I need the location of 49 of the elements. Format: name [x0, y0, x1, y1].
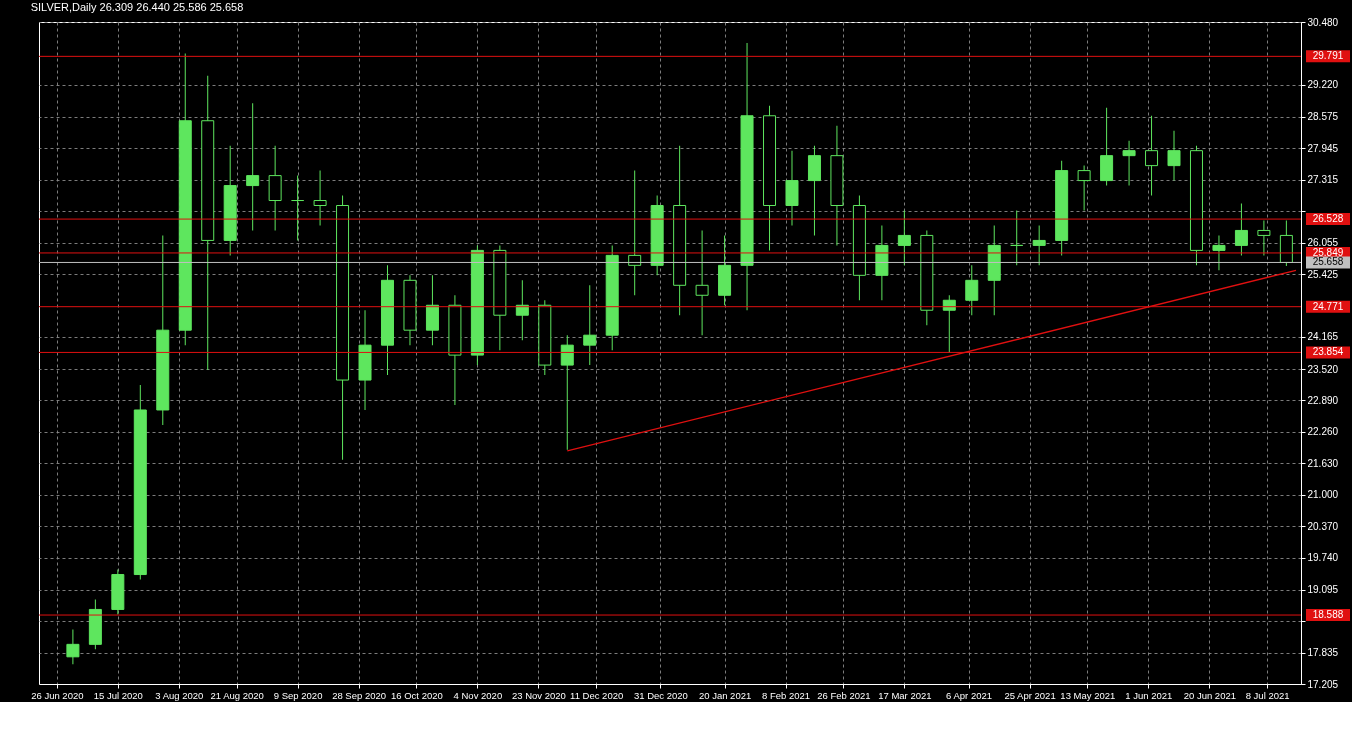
y-tick-label: 25.425: [1307, 268, 1339, 280]
y-tick-label: 23.520: [1307, 363, 1339, 375]
x-tick-label: 28 Sep 2020: [332, 689, 387, 701]
ref-line-label: 23.854: [1312, 346, 1344, 358]
x-tick-label: 11 Dec 2020: [570, 689, 624, 701]
y-tick-label: 26.055: [1307, 237, 1339, 249]
x-tick-label: 23 Nov 2020: [511, 689, 566, 701]
x-tick-label: 20 Jun 2021: [1183, 689, 1236, 701]
x-tick-label: 8 Feb 2021: [762, 689, 811, 701]
x-tick-label: 3 Aug 2020: [155, 689, 204, 701]
x-tick-label: 16 Oct 2020: [391, 689, 443, 701]
x-tick-label: 15 Jul 2020: [93, 689, 143, 701]
y-tick-label: 19.740: [1307, 552, 1339, 564]
x-tick-label: 1 Jun 2021: [1125, 689, 1173, 701]
x-tick-label: 13 May 2021: [1060, 689, 1116, 701]
y-tick-label: 28.575: [1307, 111, 1339, 123]
ref-line-label: 25.658: [1312, 256, 1344, 268]
y-tick-label: 29.220: [1307, 79, 1339, 91]
y-tick-label: 17.205: [1307, 678, 1339, 690]
y-tick-label: 21.000: [1307, 489, 1339, 501]
y-tick-label: 20.370: [1307, 520, 1339, 532]
x-tick-label: 26 Jun 2020: [31, 689, 84, 701]
chart-title: SILVER,Daily 26.309 26.440 25.586 25.658: [30, 1, 244, 13]
candlestick: [246, 103, 260, 231]
y-tick-label: 17.835: [1307, 647, 1339, 659]
y-tick-label: 30.480: [1307, 16, 1339, 28]
x-tick-label: 25 Apr 2021: [1004, 689, 1056, 701]
x-tick-label: 6 Apr 2021: [946, 689, 993, 701]
x-tick-label: 26 Feb 2021: [817, 689, 871, 701]
x-tick-label: 20 Jan 2021: [698, 689, 752, 701]
x-tick-label: 9 Sep 2020: [273, 689, 323, 701]
ref-line-label: 18.588: [1312, 609, 1344, 621]
x-tick-label: 17 Mar 2021: [878, 689, 932, 701]
x-tick-label: 21 Aug 2020: [210, 689, 264, 701]
y-tick-label: 21.630: [1307, 457, 1339, 469]
y-tick-label: 22.260: [1307, 426, 1339, 438]
x-tick-label: 4 Nov 2020: [453, 689, 503, 701]
x-tick-label: 31 Dec 2020: [633, 689, 688, 701]
y-tick-label: 27.315: [1307, 174, 1339, 186]
x-tick-label: 8 Jul 2021: [1245, 689, 1290, 701]
ref-line-label: 26.528: [1312, 213, 1344, 225]
ref-line-label: 25.849: [1312, 246, 1344, 258]
y-tick-label: 27.945: [1307, 142, 1339, 154]
y-tick-label: 19.095: [1307, 584, 1339, 596]
y-tick-label: 24.165: [1307, 331, 1339, 343]
ref-line-label: 24.771: [1312, 300, 1344, 312]
ref-line-label: 29.791: [1312, 50, 1344, 62]
candlestick: [291, 175, 305, 241]
y-tick-label: 22.890: [1307, 395, 1339, 406]
